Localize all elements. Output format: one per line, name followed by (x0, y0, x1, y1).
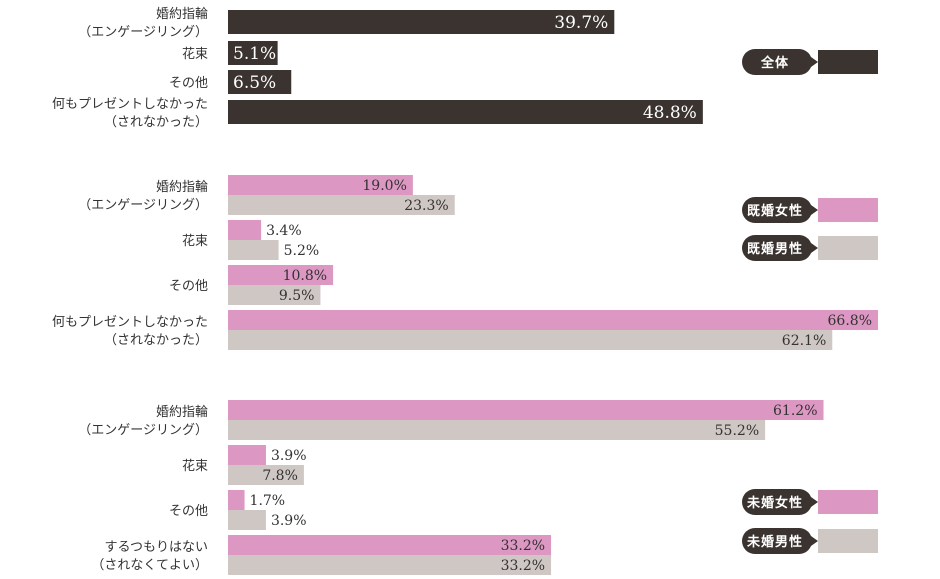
category-label: 花束 (182, 233, 208, 249)
data-label: 66.8% (828, 313, 872, 329)
bar-male (228, 195, 455, 215)
bar-male (228, 465, 304, 485)
bar-female (228, 445, 266, 465)
data-label: 62.1% (782, 333, 826, 349)
data-label: 39.7% (554, 13, 608, 33)
bar-male (228, 510, 266, 530)
data-label: 9.5% (279, 288, 315, 304)
legend-label: 未婚男性 (746, 534, 803, 550)
data-label: 7.8% (262, 468, 298, 484)
bar-overall (228, 41, 278, 65)
bar-female (228, 490, 245, 510)
bar-overall (228, 10, 615, 34)
legend-swatch (818, 50, 878, 74)
data-label: 48.8% (643, 103, 697, 123)
legend-label: 既婚女性 (747, 203, 803, 219)
legend-swatch (818, 236, 878, 260)
category-label: その他 (169, 279, 208, 294)
data-label: 61.2% (773, 403, 817, 419)
category-label: 何もプレゼントしなかった (52, 314, 208, 330)
legend-label: 全体 (760, 55, 789, 71)
data-label: 6.5% (233, 73, 276, 93)
legend-pointer-icon (811, 536, 818, 546)
category-label: （エンゲージリング） (78, 25, 208, 40)
data-label: 5.2% (284, 243, 320, 259)
bar-male (228, 555, 552, 575)
legend-badge (742, 197, 812, 223)
bar-female (228, 265, 334, 285)
category-label: 婚約指輪 (156, 404, 208, 420)
bar-male (228, 285, 321, 305)
legend-pointer-icon (811, 497, 818, 507)
bar-female (228, 175, 413, 195)
data-label: 33.2% (501, 558, 545, 574)
category-label: （されなくてよい） (91, 558, 208, 573)
category-label: （エンゲージリング） (78, 423, 208, 438)
bar-female (228, 535, 552, 555)
data-label: 5.1% (233, 44, 276, 64)
data-label: 33.2% (501, 538, 545, 554)
data-label: 3.9% (271, 448, 307, 464)
category-label: （されなかった） (104, 333, 208, 348)
legend-label: 未婚女性 (746, 495, 803, 511)
category-label: （エンゲージリング） (78, 198, 208, 213)
data-label: 3.4% (266, 223, 302, 239)
category-label: 何もプレゼントしなかった (52, 96, 208, 112)
data-label: 3.9% (271, 513, 307, 529)
data-label: 55.2% (715, 423, 759, 439)
category-label: 花束 (182, 458, 208, 474)
category-label: 花束 (182, 46, 208, 62)
legend-badge (742, 235, 812, 261)
legend-swatch (818, 490, 878, 514)
data-label: 10.8% (283, 268, 327, 284)
legend-swatch (818, 529, 878, 553)
bar-male (228, 420, 766, 440)
legend-swatch (818, 198, 878, 222)
legend-pointer-icon (811, 57, 818, 67)
legend-badge (742, 528, 812, 554)
data-label: 19.0% (362, 178, 406, 194)
data-label: 23.3% (404, 198, 448, 214)
category-label: 婚約指輪 (156, 6, 208, 22)
category-label: 婚約指輪 (156, 179, 208, 195)
bar-overall (228, 100, 703, 124)
bar-female (228, 220, 262, 240)
bar-male (228, 240, 279, 260)
bar-overall (228, 70, 292, 94)
category-label: （されなかった） (104, 115, 208, 130)
bar-male (228, 330, 833, 350)
data-label: 1.7% (250, 493, 286, 509)
bar-female (228, 310, 878, 330)
legend-pointer-icon (811, 243, 818, 253)
bar-female (228, 400, 824, 420)
category-label: その他 (169, 504, 208, 519)
legend-label: 既婚男性 (747, 241, 803, 257)
category-label: するつもりはない (105, 540, 208, 555)
legend-badge (742, 49, 812, 75)
category-label: その他 (169, 76, 208, 91)
legend-pointer-icon (811, 205, 818, 215)
legend-badge (742, 489, 812, 515)
